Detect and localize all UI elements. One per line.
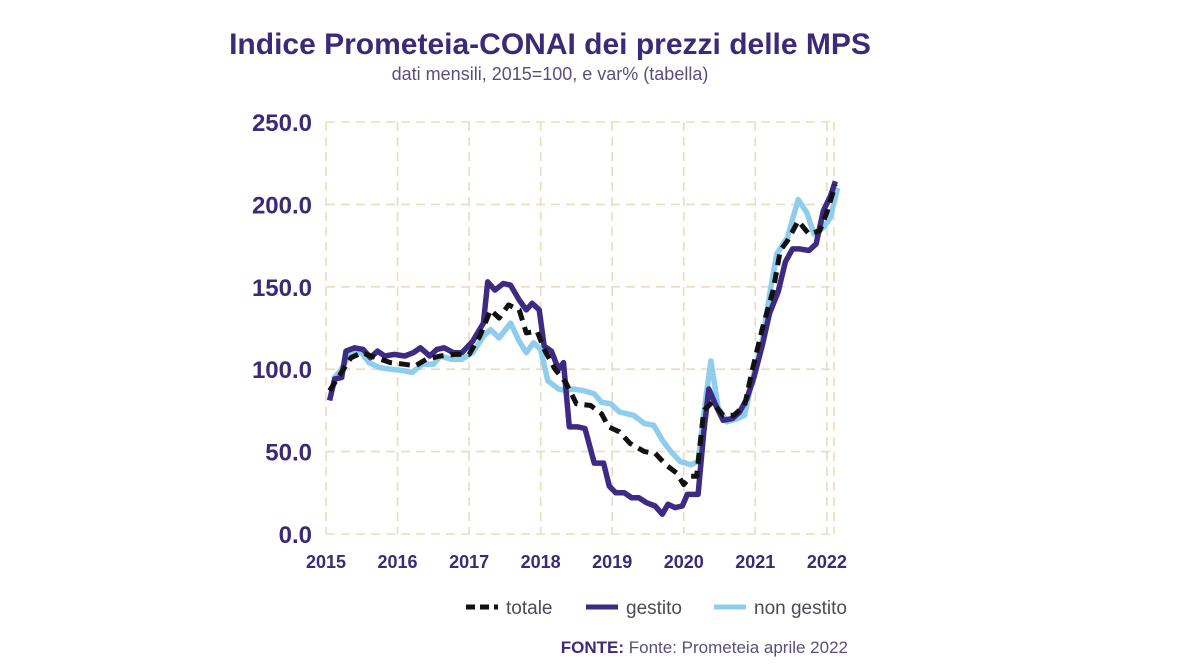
chart-title: Indice Prometeia-CONAI dei prezzi delle … [229,28,871,61]
x-tick-label: 2020 [664,552,704,572]
x-tick-label: 2022 [807,552,847,572]
series-lines [326,180,841,517]
series-line-totale [327,183,838,488]
legend-label-gestito: gestito [626,598,682,619]
x-tick-label: 2016 [378,552,418,572]
y-tick-label: 0.0 [279,522,312,549]
y-axis: 0.0 50.0 100.0 150.0 200.0 250.0 [252,110,312,549]
x-tick-label: 2018 [521,552,561,572]
x-tick-label: 2021 [735,552,775,572]
grid [325,121,835,535]
x-axis: 2015 2016 2017 2018 2019 2020 2021 2022 [306,552,847,572]
source-note: FONTE: Fonte: Prometeia aprile 2022 [561,638,848,658]
x-tick-label: 2017 [449,552,489,572]
legend-label-non-gestito: non gestito [754,598,847,619]
y-tick-label: 50.0 [265,440,312,467]
legend: totale gestito non gestito [466,598,847,619]
source-text: Fonte: Prometeia aprile 2022 [628,638,848,657]
chart-subtitle: dati mensili, 2015=100, e var% (tabella) [391,64,709,84]
series-line-gestito [326,180,839,517]
legend-label-totale: totale [506,598,552,619]
source-label: FONTE: [560,638,625,657]
x-tick-label: 2015 [306,552,346,572]
x-tick-label: 2019 [592,552,632,572]
y-tick-label: 200.0 [252,192,312,219]
y-tick-label: 150.0 [252,275,312,302]
y-tick-label: 250.0 [252,110,312,137]
y-tick-label: 100.0 [252,357,312,384]
